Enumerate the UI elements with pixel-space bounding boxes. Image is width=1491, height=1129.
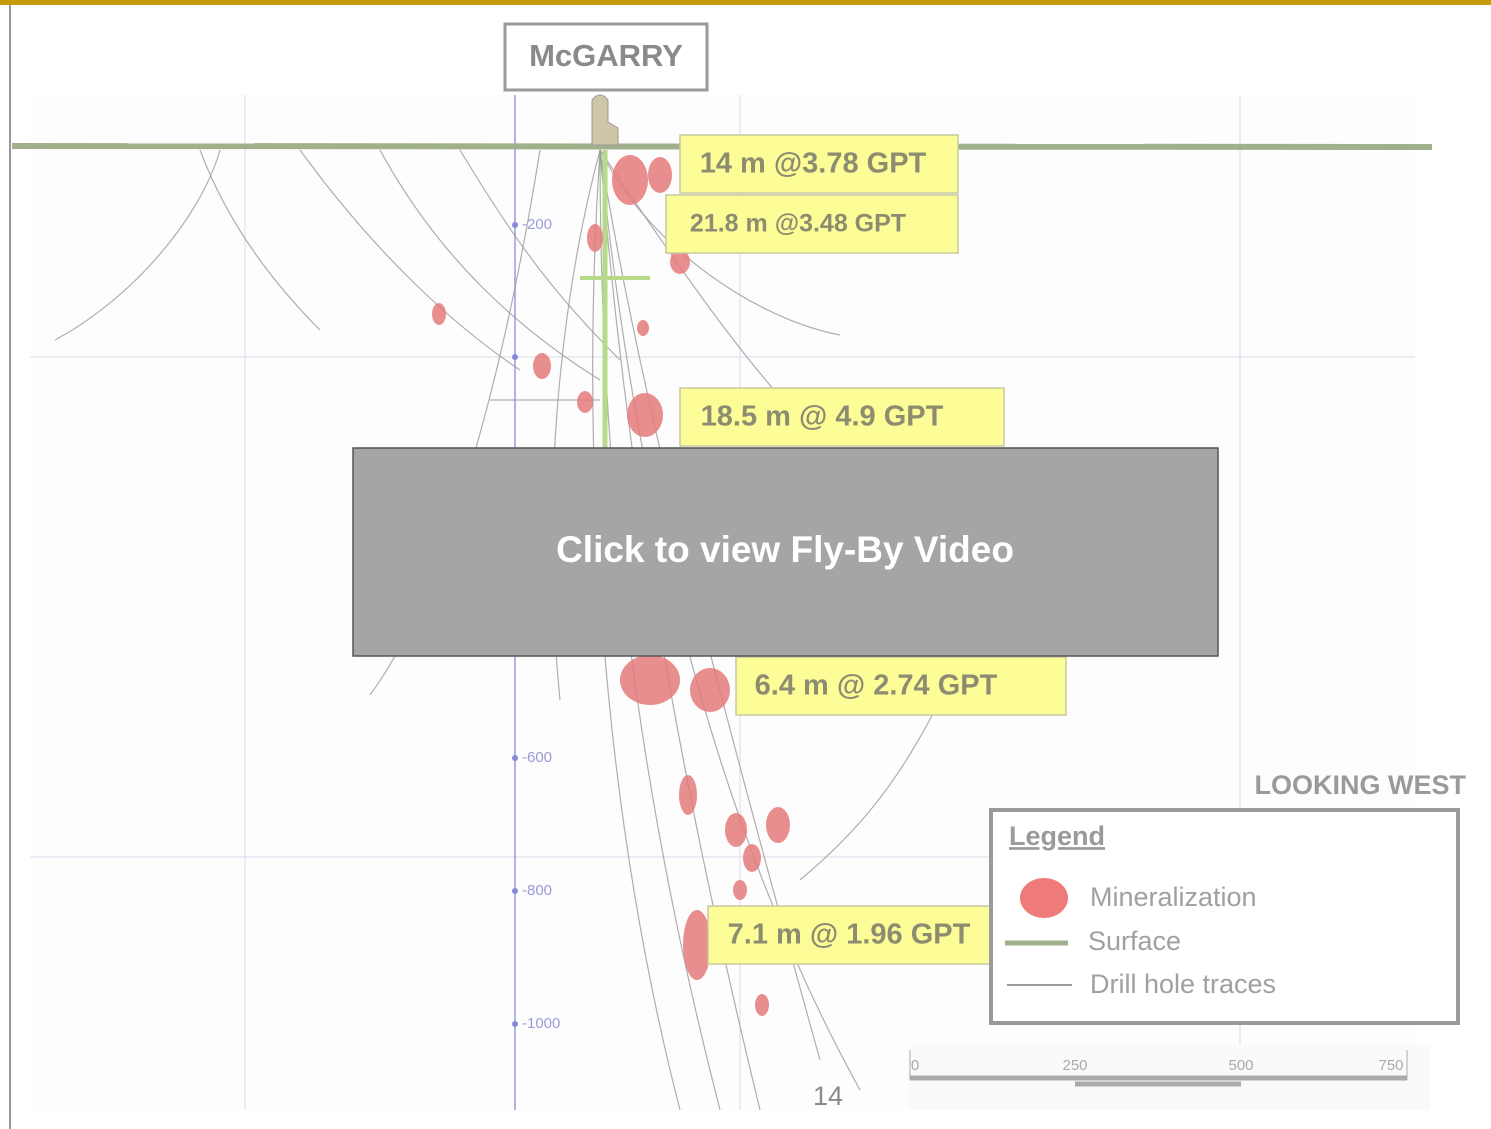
depth-label: -600 bbox=[522, 749, 552, 766]
scale-label: 750 bbox=[1378, 1057, 1403, 1074]
legend-item: Drill hole traces bbox=[1090, 969, 1276, 999]
video-button[interactable]: Click to view Fly-By Video bbox=[353, 448, 1218, 656]
scale-label: 250 bbox=[1062, 1057, 1087, 1074]
top-rule bbox=[0, 0, 1491, 5]
intercept-label: 6.4 m @ 2.74 GPT bbox=[755, 670, 998, 702]
legend-swatch bbox=[1020, 878, 1068, 918]
intercept-label: 18.5 m @ 4.9 GPT bbox=[701, 401, 944, 433]
intercept-label: 7.1 m @ 1.96 GPT bbox=[728, 919, 971, 951]
slide: -200 -600 -800 -1000 McGARRY 14 m @3.78 … bbox=[0, 0, 1491, 1129]
scale-bar bbox=[908, 1045, 1430, 1110]
scale-label: 500 bbox=[1228, 1057, 1253, 1074]
depth-label: -200 bbox=[522, 216, 552, 233]
legend-item: Surface bbox=[1088, 926, 1181, 956]
intercept-label: 21.8 m @3.48 GPT bbox=[690, 210, 906, 238]
video-button-label[interactable]: Click to view Fly-By Video bbox=[556, 529, 1014, 570]
scale-label: 0 bbox=[911, 1057, 919, 1074]
title: McGARRY bbox=[529, 38, 683, 73]
page-number: 14 bbox=[813, 1081, 843, 1111]
intercept-label: 14 m @3.78 GPT bbox=[700, 148, 927, 180]
legend-title: Legend bbox=[1009, 821, 1105, 851]
legend-item: Mineralization bbox=[1090, 882, 1257, 912]
page: {"header": {"title": "McGARRY"}, "interc… bbox=[0, 0, 1491, 1129]
orientation: LOOKING WEST bbox=[1255, 770, 1467, 800]
depth-label: -1000 bbox=[522, 1015, 560, 1032]
depth-label: -800 bbox=[522, 882, 552, 899]
